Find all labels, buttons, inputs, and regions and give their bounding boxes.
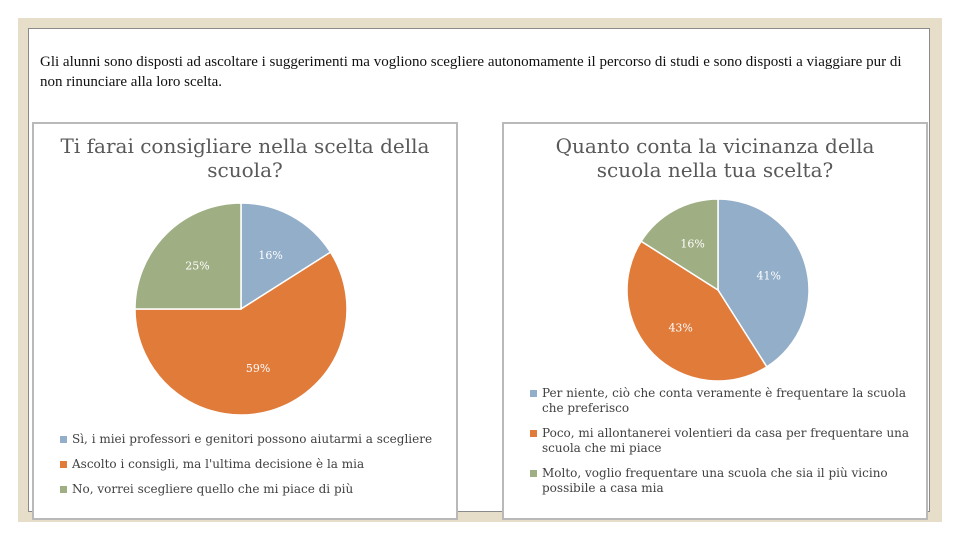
slice-label: 59%: [246, 362, 270, 375]
legend-label: Poco, mi allontanerei volentieri da casa…: [542, 426, 910, 455]
slice-label: 41%: [756, 269, 780, 282]
slide-caption: Gli alunni sono disposti ad ascoltare i …: [40, 54, 902, 90]
pie-chart: 41% 43% 16%: [626, 198, 810, 382]
legend-swatch: [60, 486, 67, 493]
legend-swatch: [60, 436, 67, 443]
legend-swatch: [530, 470, 537, 477]
pie-slice: [640, 198, 719, 292]
chart-legend: Sì, i miei professori e genitori possono…: [60, 432, 442, 507]
chart-legend: Per niente, ciò che conta veramente è fr…: [530, 386, 912, 506]
legend-swatch: [530, 430, 537, 437]
legend-label: Ascolto i consigli, ma l'ultima decision…: [72, 457, 365, 471]
chart-title: Ti farai consigliare nella scelta della …: [60, 134, 430, 182]
chart-title: Quanto conta la vicinanza della scuola n…: [555, 134, 875, 182]
legend-item: Per niente, ciò che conta veramente è fr…: [530, 386, 912, 416]
pie-chart: 16% 59% 25%: [134, 202, 348, 416]
legend-item: Ascolto i consigli, ma l'ultima decision…: [60, 457, 442, 472]
pie-slice: [626, 240, 768, 382]
chart-panel-distance: Quanto conta la vicinanza della scuola n…: [502, 122, 928, 520]
legend-label: Sì, i miei professori e genitori possono…: [72, 432, 433, 446]
legend-item: No, vorrei scegliere quello che mi piace…: [60, 482, 442, 497]
legend-swatch: [530, 390, 537, 397]
legend-item: Molto, voglio frequentare una scuola che…: [530, 466, 912, 496]
slice-label: 16%: [680, 238, 704, 251]
chart-panel-advice: Ti farai consigliare nella scelta della …: [32, 122, 458, 520]
pie-slice: [134, 202, 242, 310]
legend-item: Poco, mi allontanerei volentieri da casa…: [530, 426, 912, 456]
slice-label: 16%: [258, 249, 282, 262]
legend-label: No, vorrei scegliere quello che mi piace…: [72, 482, 354, 496]
legend-label: Molto, voglio frequentare una scuola che…: [542, 466, 888, 495]
pie-slice: [134, 251, 348, 416]
slice-label: 43%: [668, 321, 692, 334]
pie-slice: [240, 202, 332, 311]
legend-item: Sì, i miei professori e genitori possono…: [60, 432, 442, 447]
legend-swatch: [60, 461, 67, 468]
slice-label: 25%: [185, 260, 209, 273]
legend-label: Per niente, ciò che conta veramente è fr…: [542, 386, 906, 415]
